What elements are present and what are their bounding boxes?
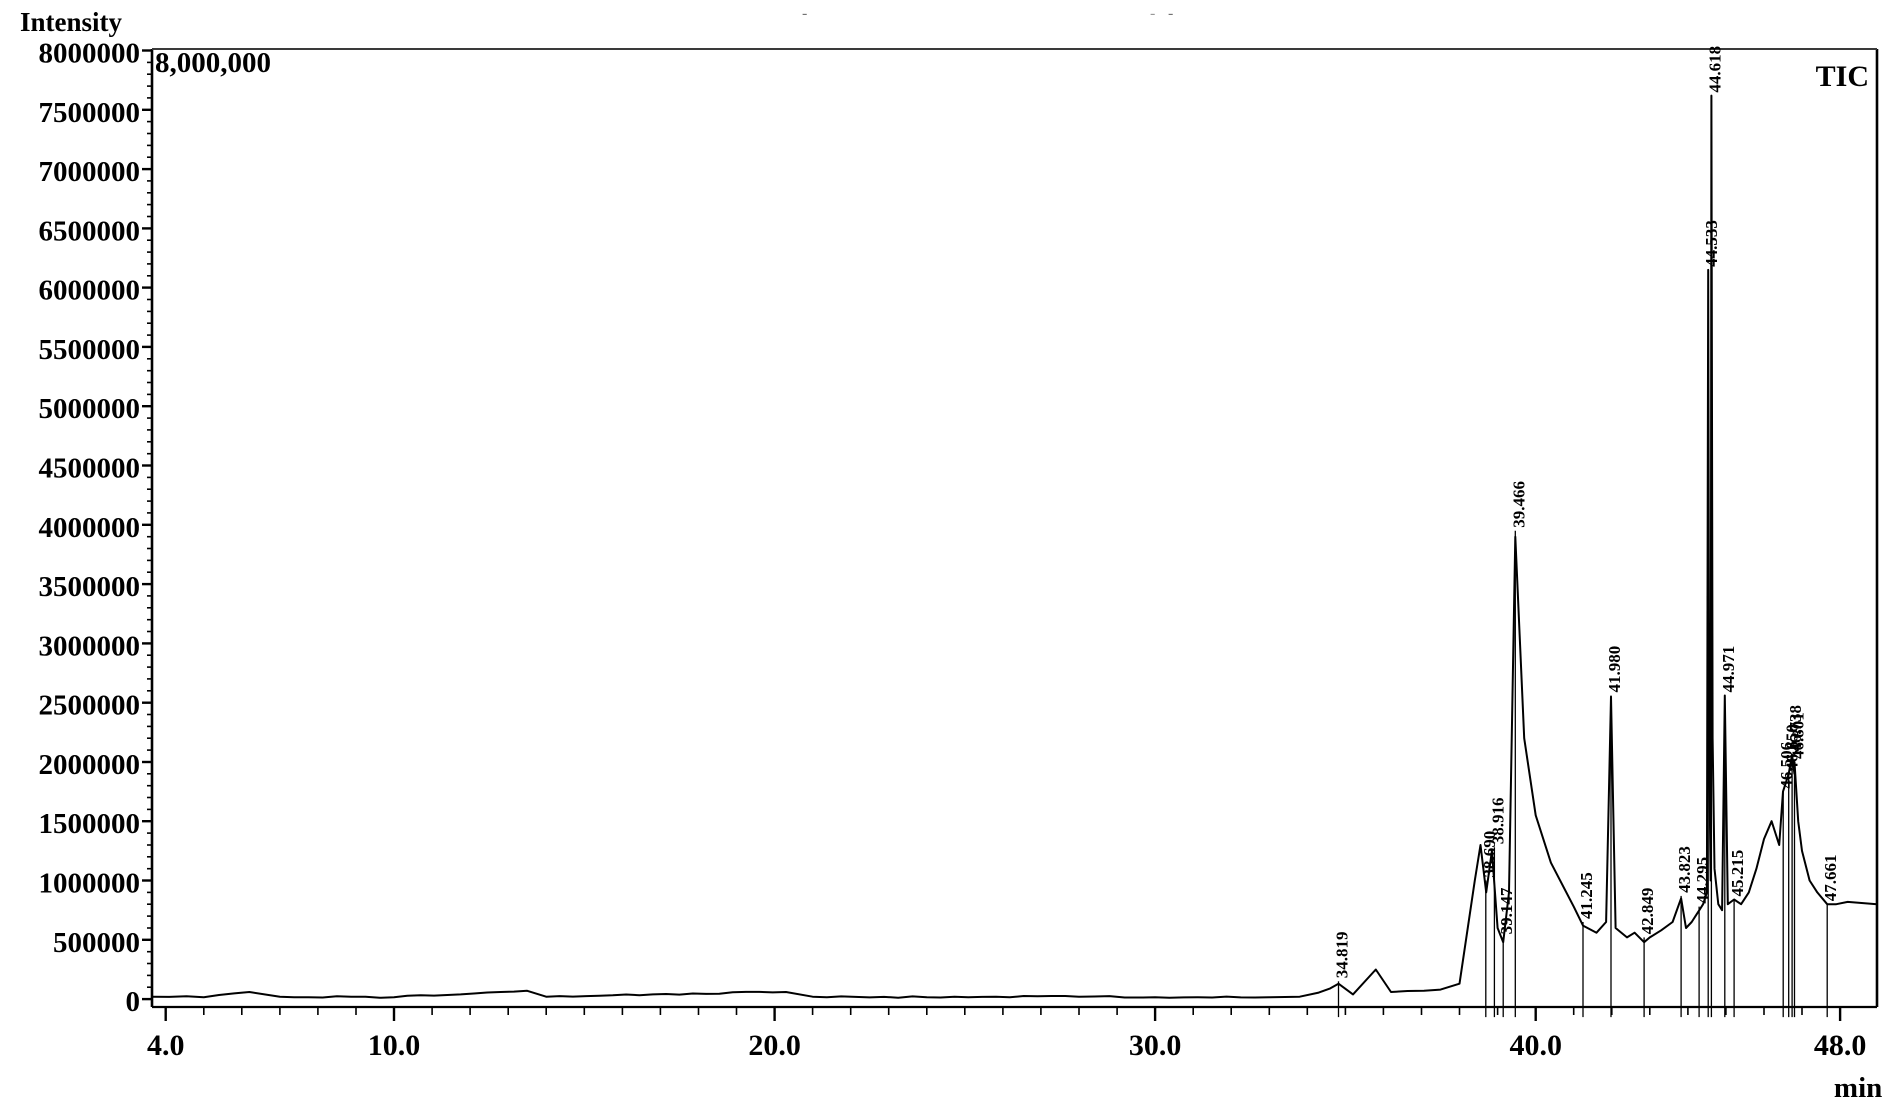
svg-text:Intensity: Intensity (20, 7, 123, 37)
svg-text:39.147: 39.147 (1497, 887, 1516, 934)
svg-text:40.0: 40.0 (1509, 1029, 1562, 1062)
svg-text:42.849: 42.849 (1638, 888, 1657, 935)
svg-text:43.823: 43.823 (1675, 846, 1694, 893)
svg-text:4.0: 4.0 (147, 1029, 185, 1062)
svg-text:TIC: TIC (1816, 60, 1869, 93)
svg-text:2500000: 2500000 (39, 690, 141, 722)
svg-text:1500000: 1500000 (39, 808, 141, 840)
svg-text:2000000: 2000000 (39, 749, 141, 781)
svg-text:10.0: 10.0 (368, 1029, 421, 1062)
svg-text:5000000: 5000000 (39, 393, 141, 425)
svg-text:45.215: 45.215 (1728, 850, 1747, 897)
svg-text:4000000: 4000000 (39, 512, 141, 544)
svg-text:34.819: 34.819 (1333, 932, 1352, 979)
svg-text:4500000: 4500000 (39, 453, 141, 485)
svg-text:38.916: 38.916 (1488, 798, 1507, 845)
svg-text:-: - (1168, 5, 1173, 22)
svg-text:8000000: 8000000 (39, 38, 141, 70)
svg-text:min: min (1834, 1072, 1882, 1104)
svg-text:7000000: 7000000 (39, 156, 141, 188)
svg-text:47.661: 47.661 (1821, 854, 1840, 901)
svg-text:-: - (802, 5, 807, 22)
svg-text:41.245: 41.245 (1577, 872, 1596, 919)
svg-text:3500000: 3500000 (39, 571, 141, 603)
svg-text:41.980: 41.980 (1605, 646, 1624, 693)
svg-text:7500000: 7500000 (39, 97, 141, 129)
svg-text:3000000: 3000000 (39, 630, 141, 662)
svg-text:-: - (1150, 5, 1155, 22)
svg-text:500000: 500000 (53, 927, 140, 959)
svg-text:30.0: 30.0 (1129, 1029, 1182, 1062)
svg-text:39.466: 39.466 (1509, 481, 1528, 528)
svg-text:6000000: 6000000 (39, 275, 141, 307)
svg-text:46.801: 46.801 (1789, 712, 1808, 759)
svg-text:20.0: 20.0 (748, 1029, 801, 1062)
svg-text:5500000: 5500000 (39, 334, 141, 366)
svg-text:1000000: 1000000 (39, 868, 141, 900)
svg-text:48.0: 48.0 (1814, 1029, 1867, 1062)
svg-text:44.295: 44.295 (1693, 857, 1712, 904)
svg-text:44.971: 44.971 (1719, 646, 1738, 693)
svg-text:0: 0 (126, 986, 141, 1018)
svg-text:44.618: 44.618 (1705, 46, 1724, 93)
svg-text:8,000,000: 8,000,000 (155, 47, 271, 79)
svg-text:6500000: 6500000 (39, 215, 141, 247)
